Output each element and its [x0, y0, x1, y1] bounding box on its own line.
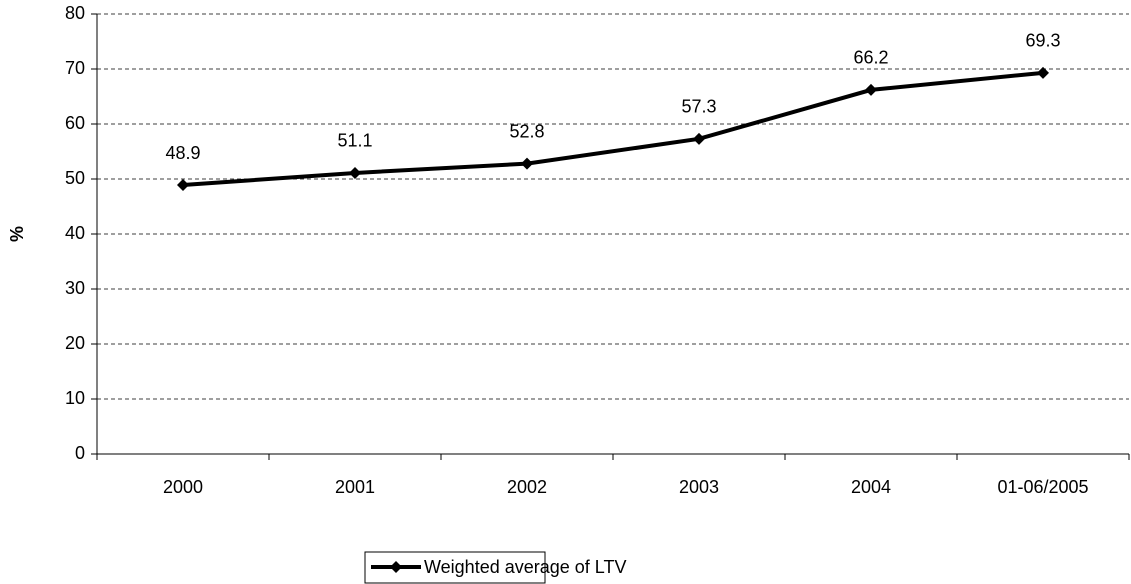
y-tick-label: 80: [65, 3, 85, 23]
y-tick-label: 20: [65, 333, 85, 353]
x-tick-label: 2000: [163, 477, 203, 497]
marker: [865, 83, 877, 96]
x-tick-label: 2002: [507, 477, 547, 497]
marker: [1037, 66, 1049, 79]
legend: Weighted average of LTV: [364, 551, 626, 584]
data-label: 52.8: [509, 121, 544, 141]
data-label: 48.9: [165, 143, 200, 163]
marker: [177, 179, 189, 192]
marker: [693, 132, 705, 145]
y-tick-label: 0: [75, 443, 85, 463]
line: [182, 70, 1044, 188]
y-tick-label: 40: [65, 223, 85, 243]
legend-marker: [390, 561, 402, 573]
x-tick-label: 2003: [679, 477, 719, 497]
x-tick-label: 2001: [335, 477, 375, 497]
y-tick-label: 30: [65, 278, 85, 298]
marker: [521, 157, 533, 170]
x-tick-label: 2004: [851, 477, 891, 497]
marker: [349, 166, 361, 179]
data-label: 57.3: [681, 97, 716, 117]
y-axis-label: %: [7, 226, 27, 242]
data-label: 51.1: [337, 131, 372, 151]
x-tick-label: 01-06/2005: [997, 477, 1088, 497]
data-label: 69.3: [1025, 31, 1060, 51]
y-tick-label: 60: [65, 113, 85, 133]
legend-label: Weighted average of LTV: [424, 557, 626, 577]
data-label: 66.2: [853, 48, 888, 68]
y-tick-label: 50: [65, 168, 85, 188]
y-tick-label: 70: [65, 58, 85, 78]
y-tick-label: 10: [65, 388, 85, 408]
